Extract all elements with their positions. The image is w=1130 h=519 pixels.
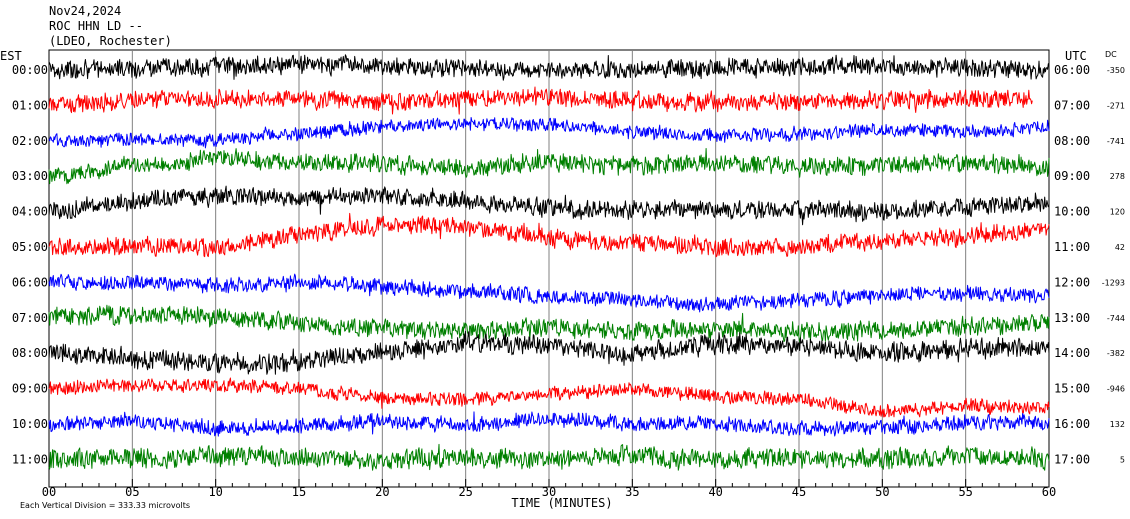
trace-0300 bbox=[48, 148, 1050, 185]
dc-offset-label: -1293 bbox=[1102, 278, 1125, 287]
x-axis: 00 05 10 15 20 25 30 35 40 45 50 55 60 bbox=[42, 479, 1056, 499]
dc-offset-label: -744 bbox=[1107, 314, 1125, 323]
trace-0400 bbox=[48, 185, 1050, 226]
x-tick-label: 60 bbox=[1042, 485, 1056, 499]
footnote-scale: Each Vertical Division = 333.33 microvol… bbox=[20, 501, 190, 510]
utc-hour-label: 17:00 bbox=[1054, 452, 1090, 466]
hour-labels: 00:00 06:00 -350 01:00 07:00 -271 02:00 08:00 -7… bbox=[12, 63, 1125, 466]
utc-hour-label: 16:00 bbox=[1054, 417, 1090, 431]
est-hour-label: 00:00 bbox=[12, 63, 48, 77]
dc-offset-label: -271 bbox=[1107, 101, 1125, 110]
utc-hour-label: 09:00 bbox=[1054, 169, 1090, 183]
x-tick-label: 50 bbox=[875, 485, 889, 499]
utc-hour-label: 06:00 bbox=[1054, 63, 1090, 77]
trace-0600 bbox=[48, 273, 1050, 313]
utc-hour-label: 10:00 bbox=[1054, 205, 1090, 219]
dc-offset-label: -946 bbox=[1107, 385, 1125, 394]
est-hour-label: 02:00 bbox=[12, 134, 48, 148]
trace-1000 bbox=[48, 411, 1050, 437]
dc-offset-label: -741 bbox=[1107, 137, 1125, 146]
x-tick-label: 25 bbox=[458, 485, 472, 499]
trace-0000 bbox=[48, 54, 1050, 81]
x-tick-label: 00 bbox=[42, 485, 56, 499]
dc-offset-label: 132 bbox=[1110, 420, 1125, 429]
utc-hour-label: 15:00 bbox=[1054, 382, 1090, 396]
trace-0500 bbox=[48, 212, 1050, 258]
trace-1100 bbox=[48, 443, 1050, 471]
dc-offset-label: 278 bbox=[1110, 172, 1125, 181]
header-station: ROC HHN LD -- bbox=[49, 19, 143, 33]
est-hour-label: 04:00 bbox=[12, 205, 48, 219]
trace-0900 bbox=[48, 377, 1050, 418]
seismic-traces bbox=[48, 54, 1050, 471]
dc-offset-label: 120 bbox=[1110, 208, 1125, 217]
utc-hour-label: 08:00 bbox=[1054, 134, 1090, 148]
utc-hour-label: 07:00 bbox=[1054, 98, 1090, 112]
est-hour-label: 09:00 bbox=[12, 382, 48, 396]
trace-0200 bbox=[48, 117, 1050, 149]
x-tick-label: 20 bbox=[375, 485, 389, 499]
x-tick-label: 15 bbox=[292, 485, 306, 499]
utc-hour-label: 11:00 bbox=[1054, 240, 1090, 254]
dc-offset-label: 5 bbox=[1120, 455, 1125, 464]
dc-offset-label: -382 bbox=[1107, 349, 1125, 358]
dc-offset-label: -350 bbox=[1107, 66, 1125, 75]
header-network: (LDEO, Rochester) bbox=[49, 34, 172, 48]
trace-0100 bbox=[48, 86, 1033, 115]
x-tick-label: 55 bbox=[958, 485, 972, 499]
dc-header: DC bbox=[1105, 50, 1117, 59]
x-tick-label: 35 bbox=[625, 485, 639, 499]
left-zone-label: EST bbox=[0, 49, 22, 63]
est-hour-label: 03:00 bbox=[12, 169, 48, 183]
x-tick-label: 40 bbox=[708, 485, 722, 499]
utc-hour-label: 14:00 bbox=[1054, 346, 1090, 360]
trace-0700 bbox=[48, 304, 1050, 343]
x-tick-label: 05 bbox=[125, 485, 139, 499]
est-hour-label: 05:00 bbox=[12, 240, 48, 254]
header-date: Nov24,2024 bbox=[49, 4, 121, 18]
est-hour-label: 06:00 bbox=[12, 275, 48, 289]
utc-hour-label: 12:00 bbox=[1054, 275, 1090, 289]
right-zone-label: UTC bbox=[1065, 49, 1087, 63]
est-hour-label: 01:00 bbox=[12, 98, 48, 112]
trace-0800 bbox=[48, 330, 1050, 375]
dc-offset-label: 42 bbox=[1115, 243, 1125, 252]
est-hour-label: 10:00 bbox=[12, 417, 48, 431]
x-axis-title: TIME (MINUTES) bbox=[511, 496, 612, 510]
x-tick-label: 45 bbox=[792, 485, 806, 499]
est-hour-label: 08:00 bbox=[12, 346, 48, 360]
x-tick-label: 30 bbox=[542, 485, 556, 499]
utc-hour-label: 13:00 bbox=[1054, 311, 1090, 325]
est-hour-label: 07:00 bbox=[12, 311, 48, 325]
x-tick-label: 10 bbox=[208, 485, 222, 499]
est-hour-label: 11:00 bbox=[12, 452, 48, 466]
